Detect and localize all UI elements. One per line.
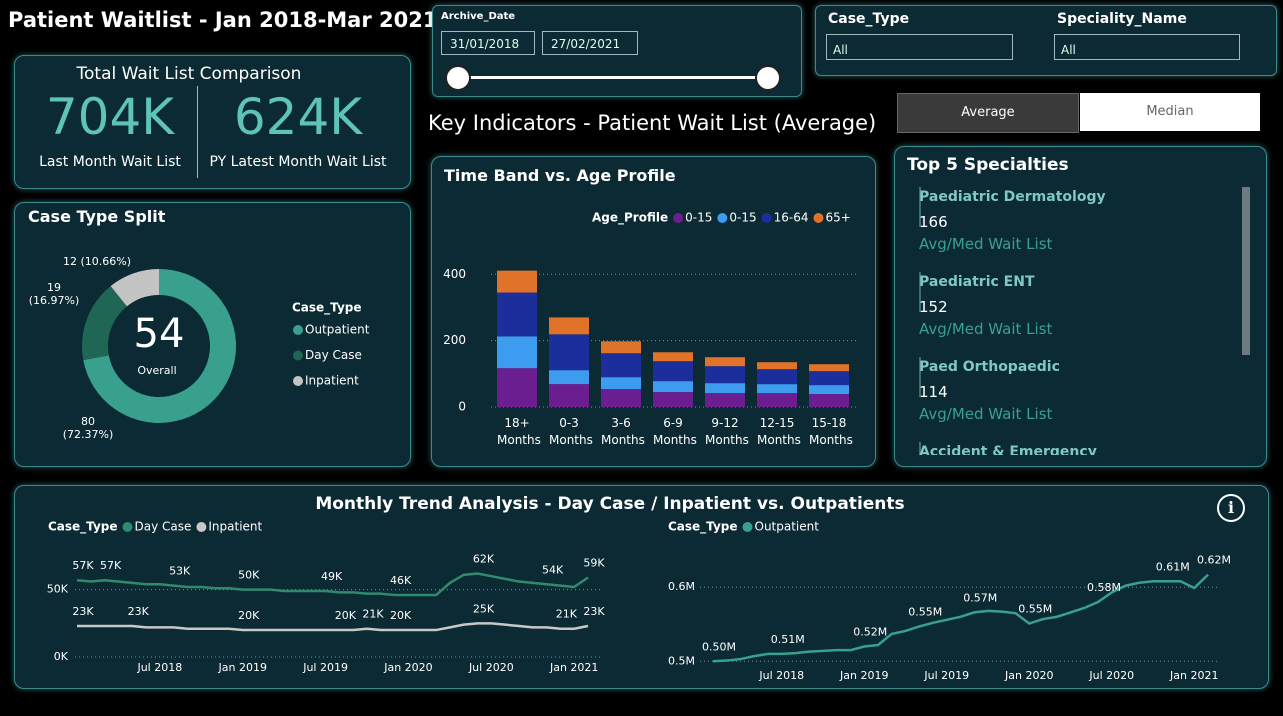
list: Paediatric Dermatology 166 Avg/Med Wait … (919, 187, 1239, 455)
info-icon[interactable]: i (1217, 494, 1245, 522)
chart-title: Time Band vs. Age Profile (444, 166, 676, 185)
kpi-card: Total Wait List Comparison 704K Last Mon… (14, 55, 411, 189)
filter-label: Speciality_Name (1057, 11, 1187, 27)
dropdown[interactable]: All (826, 34, 1013, 60)
slider-handle[interactable] (445, 65, 471, 91)
slider-handle[interactable] (755, 65, 781, 91)
item-name[interactable]: Accident & Emergency (919, 444, 1097, 455)
section-title: Key Indicators - Patient Wait List (Aver… (428, 111, 877, 135)
item-name[interactable]: Paed Orthopaedic (919, 359, 1060, 375)
x-tick-label: 15-18 Months (809, 416, 853, 447)
data-label: 80 (72.37%) (62, 415, 114, 441)
x-tick-label: 3-6 Months (601, 416, 645, 447)
x-tick-label: 12-15 Months (757, 416, 801, 447)
toggle-button[interactable]: Median (1080, 93, 1260, 131)
kpi-label: PY Latest Month Wait List (209, 154, 387, 170)
scrollbar[interactable] (1242, 187, 1250, 355)
item-name[interactable]: Paediatric Dermatology (919, 189, 1106, 205)
toggle-button[interactable]: Average (897, 93, 1079, 133)
item-caption: Avg/Med Wait List (919, 320, 1053, 338)
item-name[interactable]: Paediatric ENT (919, 274, 1035, 290)
divider (197, 86, 198, 178)
date-slicer: Archive_Date 31/01/2018 27/02/2021 (432, 5, 802, 97)
data-label: 12 (10.66%) (62, 255, 132, 268)
panel-title: Monthly Trend Analysis - Day Case / Inpa… (315, 494, 905, 514)
trend-panel: Monthly Trend Analysis - Day Case / Inpa… (14, 485, 1269, 689)
slider-track (458, 76, 768, 79)
filter-panel: Case_Type All Speciality_Name All (815, 5, 1277, 76)
kpi-value: 704K (45, 88, 175, 146)
date-end[interactable]: 27/02/2021 (542, 31, 638, 55)
kpi-value: 624K (233, 88, 363, 146)
item-caption: Avg/Med Wait List (919, 405, 1053, 423)
date-start[interactable]: 31/01/2018 (441, 31, 535, 55)
kpi-title: Total Wait List Comparison (76, 64, 302, 84)
dropdown[interactable]: All (1054, 34, 1240, 60)
filter-label: Case_Type (828, 11, 910, 27)
kpi-label: Last Month Wait List (39, 154, 181, 170)
item-caption: Avg/Med Wait List (919, 235, 1053, 253)
list-title: Top 5 Specialties (907, 155, 1069, 175)
item-value: 166 (919, 213, 948, 231)
x-tick-label: 0-3 Months (549, 416, 593, 447)
slicer-label: Archive_Date (441, 11, 516, 22)
top-specialties: Top 5 Specialties Paediatric Dermatology… (894, 146, 1267, 467)
item-value: 114 (919, 383, 948, 401)
item-value: 152 (919, 298, 948, 316)
x-tick-label: 9-12 Months (705, 416, 749, 447)
data-label: 19 (16.97%) (28, 281, 80, 307)
chart-title: Case Type Split (28, 207, 166, 226)
page-title: Patient Waitlist - Jan 2018-Mar 2021 (8, 8, 438, 32)
x-tick-label: 18+ Months (497, 416, 541, 447)
x-tick-label: 6-9 Months (653, 416, 697, 447)
